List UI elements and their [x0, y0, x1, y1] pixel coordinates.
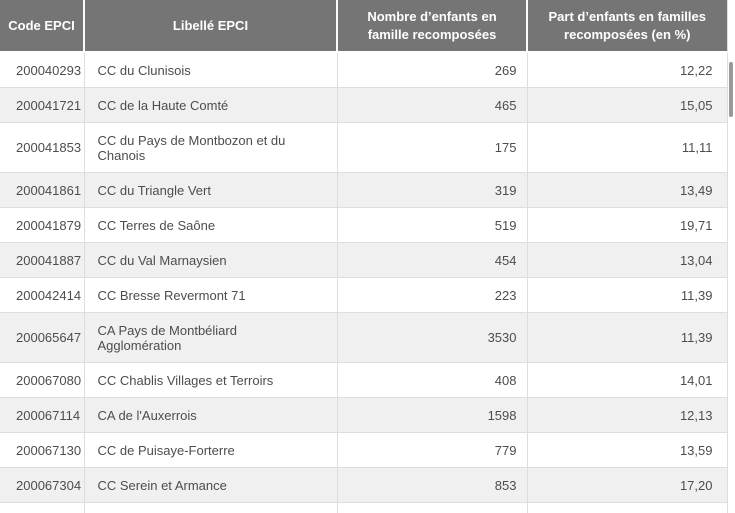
cell-part-enfants: 13,04 [526, 242, 727, 278]
cell-libelle-epci: CC Chablis Villages et Terroirs [83, 362, 337, 398]
cell-libelle-epci: CC du Clunisois [83, 51, 337, 88]
table-row: 200067080 CC Chablis Villages et Terroirs… [0, 362, 727, 398]
cell-part-enfants: 13,49 [526, 172, 727, 208]
cell-part-enfants: 15,05 [526, 87, 727, 123]
cell-part-enfants: 12,13 [526, 397, 727, 433]
cell-libelle-epci: CC du Pays de Montbozon et du Chanois [83, 122, 337, 173]
cell-nombre-enfants: 779 [336, 432, 527, 468]
cell-libelle-epci: CC de la Haute Comté [83, 87, 337, 123]
cell-part-enfants: 14,01 [526, 362, 727, 398]
cell-nombre-enfants: 175 [336, 122, 527, 173]
cell-part-enfants: 11,11 [526, 122, 727, 173]
cell-libelle-epci: CA Pays de Montbéliard Agglomération [83, 312, 337, 363]
cell-part-enfants: 12,22 [526, 51, 727, 88]
col-header-code-epci: Code EPCI [0, 0, 84, 53]
cell-libelle-epci: CC Bresse Revermont 71 [83, 277, 337, 313]
table-row: 200067114 CA de l'Auxerrois 1598 12,13 [0, 397, 727, 433]
cell-part-enfants: 11,39 [526, 277, 727, 313]
cell-code-epci: 200041721 [0, 87, 84, 123]
table-row: 200041887 CC du Val Marnaysien 454 13,04 [0, 242, 727, 278]
col-header-libelle-epci: Libellé EPCI [83, 0, 337, 53]
cell-code-epci: 200067114 [0, 397, 84, 433]
vertical-scrollbar-thumb[interactable] [729, 62, 733, 117]
cell-nombre-enfants: 465 [336, 87, 527, 123]
cell-libelle-epci: CC Terres de Saône [83, 207, 337, 243]
cell-libelle-epci: CC de Puisaye-Forterre [83, 432, 337, 468]
table-row: 200041879 CC Terres de Saône 519 19,71 [0, 207, 727, 243]
cell-nombre-enfants: 519 [336, 207, 527, 243]
cell-nombre-enfants: 3530 [336, 312, 527, 363]
cell-code-epci: 200067080 [0, 362, 84, 398]
cell-libelle-epci: CA de l'Auxerrois [83, 397, 337, 433]
vertical-scrollbar-track[interactable] [727, 52, 735, 513]
table-row: 200041861 CC du Triangle Vert 319 13,49 [0, 172, 727, 208]
table-row: 200041721 CC de la Haute Comté 465 15,05 [0, 87, 727, 123]
cell-nombre-enfants: 454 [336, 242, 527, 278]
cell-code-epci: 200065647 [0, 312, 84, 363]
cell-part-enfants: 11,39 [526, 312, 727, 363]
table-header: Code EPCI Libellé EPCI Nombre d’enfants … [0, 0, 727, 53]
table-row: 200067130 CC de Puisaye-Forterre 779 13,59 [0, 432, 727, 468]
table-row: 200042414 CC Bresse Revermont 71 223 11,39 [0, 277, 727, 313]
header-row: Code EPCI Libellé EPCI Nombre d’enfants … [0, 0, 727, 53]
cell-nombre-enfants: 853 [336, 467, 527, 503]
cell-part-enfants: 17,20 [526, 467, 727, 503]
cell-code-epci: 200042414 [0, 277, 84, 313]
col-header-nombre-enfants: Nombre d’enfants en famille recomposées [336, 0, 527, 53]
table-row: 200067304 CC Serein et Armance 853 17,20 [0, 467, 727, 503]
cell-nombre-enfants: 319 [336, 172, 527, 208]
cell-code-epci: 200040293 [0, 51, 84, 88]
table-body: 200040293 CC du Clunisois 269 12,22 20004172… [0, 51, 727, 513]
cell-nombre-enfants: 1598 [336, 397, 527, 433]
cell-nombre-enfants: 223 [336, 277, 527, 313]
table-row: 200040293 CC du Clunisois 269 12,22 [0, 51, 727, 88]
cell-code-epci: 200067130 [0, 432, 84, 468]
cell-code-epci: 200041853 [0, 122, 84, 173]
cell-code-epci: 200041887 [0, 242, 84, 278]
cell-code-epci: 200041861 [0, 172, 84, 208]
cell-code-epci: 200067304 [0, 467, 84, 503]
cell-nombre-enfants: 408 [336, 362, 527, 398]
col-header-part-enfants: Part d’enfants en familles recomposées (… [526, 0, 727, 53]
cell-nombre-enfants [336, 502, 527, 513]
cell-code-epci [0, 502, 84, 513]
cell-libelle-epci: CC du Val Marnaysien [83, 242, 337, 278]
cell-part-enfants [526, 502, 727, 513]
table-row: 200041853 CC du Pays de Montbozon et du C… [0, 122, 727, 173]
cell-part-enfants: 19,71 [526, 207, 727, 243]
cell-libelle-epci [83, 502, 337, 513]
cell-libelle-epci: CC du Triangle Vert [83, 172, 337, 208]
cell-code-epci: 200041879 [0, 207, 84, 243]
table-row: 200065647 CA Pays de Montbéliard Agglomér… [0, 312, 727, 363]
cell-part-enfants: 13,59 [526, 432, 727, 468]
cell-libelle-epci: CC Serein et Armance [83, 467, 337, 503]
cell-nombre-enfants: 269 [336, 51, 527, 88]
table-row-partial [0, 502, 727, 513]
